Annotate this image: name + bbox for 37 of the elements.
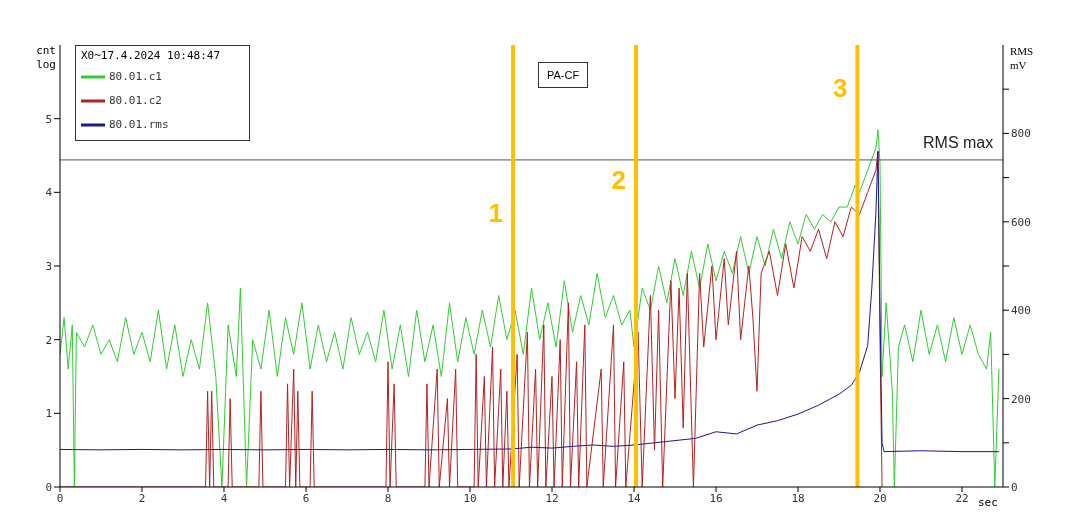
x-tick-label: 12 bbox=[545, 491, 559, 505]
x-tick-label: 0 bbox=[56, 491, 64, 505]
legend-title: X0~17.4.2024 10:48:47 bbox=[81, 49, 221, 63]
y-tick-label: 2 bbox=[45, 333, 52, 347]
y2-tick-label: 600 bbox=[1011, 215, 1031, 229]
legend-label: 80.01.rms bbox=[109, 118, 169, 131]
text: PA-CF bbox=[538, 62, 589, 88]
x-tick-label: 16 bbox=[709, 491, 723, 505]
x-tick-label: 8 bbox=[384, 491, 392, 505]
ref-line-label: RMS max bbox=[923, 133, 994, 151]
x-tick-label: 2 bbox=[138, 491, 146, 505]
annotation: 3 bbox=[832, 72, 848, 103]
y-tick-label: 3 bbox=[45, 259, 52, 273]
x-axis-title: sec bbox=[978, 496, 998, 509]
legend-label: 80.01.c1 bbox=[109, 70, 162, 83]
line-series bbox=[60, 150, 1000, 453]
annotation: 1 bbox=[488, 197, 504, 228]
y2-tick-label: 400 bbox=[1011, 304, 1031, 318]
x-tick-label: 10 bbox=[463, 491, 477, 505]
line-series bbox=[60, 129, 1000, 487]
y2-tick-label: 200 bbox=[1011, 392, 1031, 406]
y-tick-label: 5 bbox=[45, 112, 52, 126]
y-tick-label: 4 bbox=[45, 186, 53, 200]
x-tick-label: 4 bbox=[220, 491, 228, 505]
y2-axis-title: RMS mV bbox=[1010, 44, 1034, 72]
x-tick-label: 14 bbox=[627, 491, 641, 505]
y-tick-label: 0 bbox=[45, 480, 52, 494]
y-tick-label: 1 bbox=[45, 407, 52, 421]
legend-label: 80.01.c2 bbox=[109, 94, 162, 107]
x-tick-label: 22 bbox=[955, 491, 969, 505]
x-tick-label: 6 bbox=[302, 491, 310, 505]
y-axis-title: cnt log bbox=[35, 44, 56, 72]
y2-tick-label: 800 bbox=[1011, 127, 1031, 141]
x-tick-label: 18 bbox=[791, 491, 805, 505]
x-tick-label: 20 bbox=[873, 491, 887, 505]
y2-tick-label: 0 bbox=[1011, 480, 1018, 494]
annotation: 2 bbox=[611, 164, 627, 195]
